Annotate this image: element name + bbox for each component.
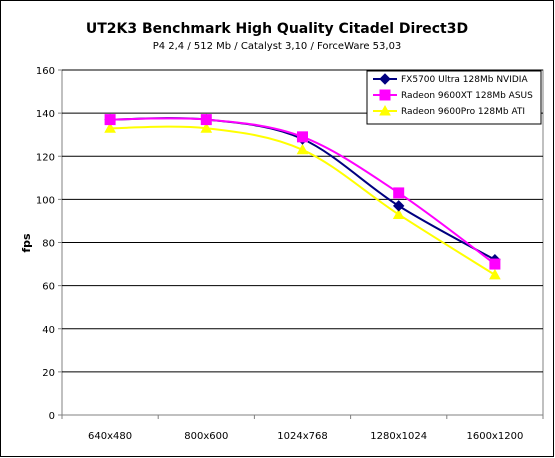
data-point <box>392 200 405 212</box>
legend-label: Radeon 9600XT 128Mb ASUS <box>401 91 533 101</box>
data-point <box>297 131 308 143</box>
legend-label: FX5700 Ultra 128Mb NVIDIA <box>401 75 528 85</box>
x-axis-ticks: 640x480 800x600 1024x768 1280x1024 1600x1200 <box>61 415 544 442</box>
data-point <box>104 122 116 133</box>
y-tick-label: 0 <box>49 411 55 422</box>
data-point <box>489 258 501 270</box>
data-point <box>489 268 501 280</box>
legend-marker <box>379 104 391 116</box>
y-tick-label: 140 <box>36 109 55 120</box>
series-layer <box>104 113 501 280</box>
data-point <box>393 187 405 199</box>
data-point <box>392 208 405 219</box>
y-tick-label: 20 <box>42 368 55 379</box>
y-tick-label: 160 <box>36 66 55 77</box>
y-tick-label: 100 <box>36 195 55 206</box>
chart-title: UT2K3 Benchmark High Quality Citadel Dir… <box>86 21 468 37</box>
data-point <box>200 114 212 126</box>
x-tick-label: 1600x1200 <box>466 431 523 442</box>
y-axis-ticks: 0 20 40 60 80 100 120 140 160 <box>36 66 62 422</box>
y-tick-label: 120 <box>36 152 55 163</box>
chart-subtitle: P4 2,4 / 512 Mb / Catalyst 3,10 / ForceW… <box>153 41 402 52</box>
data-point <box>104 114 116 126</box>
x-tick-label: 1024x768 <box>277 431 327 442</box>
data-point <box>296 143 309 155</box>
y-tick-label: 40 <box>42 325 55 336</box>
legend-marker <box>379 73 391 85</box>
legend-label: Radeon 9600Pro 128Mb ATI <box>401 107 525 117</box>
x-tick-label: 800x600 <box>184 431 228 442</box>
y-tick-label: 80 <box>42 239 55 250</box>
legend: FX5700 Ultra 128Mb NVIDIA Radeon 9600XT 1… <box>366 70 542 125</box>
y-axis-label: fps <box>20 233 33 253</box>
legend-items: FX5700 Ultra 128Mb NVIDIA Radeon 9600XT 1… <box>373 73 533 117</box>
data-point <box>200 122 213 133</box>
x-tick-label: 640x480 <box>88 431 132 442</box>
legend-marker <box>379 89 391 101</box>
x-tick-label: 1280x1024 <box>370 431 427 442</box>
y-tick-label: 60 <box>42 282 55 293</box>
